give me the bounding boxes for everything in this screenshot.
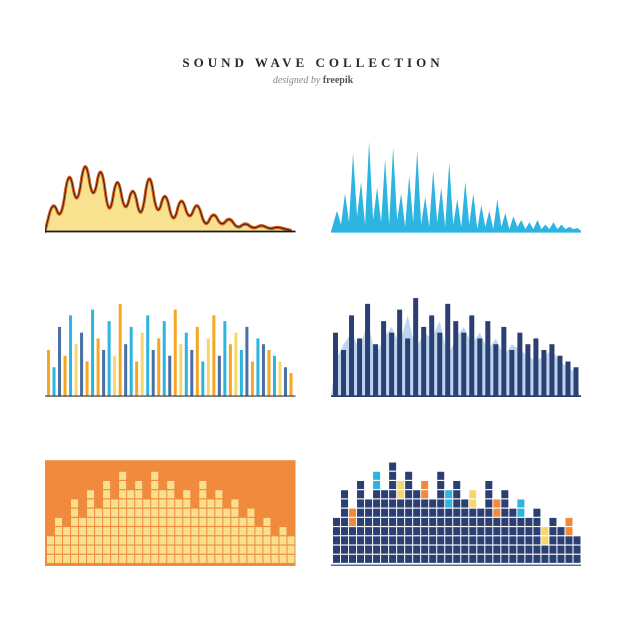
subtitle-brand: freepik <box>323 75 353 86</box>
panel-pixel-orange <box>45 451 296 566</box>
panel-equalizer-thin <box>45 290 296 405</box>
panel-pixel-multi <box>331 451 582 566</box>
page-subtitle: designed by freepik <box>0 75 626 86</box>
header: SOUND WAVE COLLECTION designed by freepi… <box>0 0 626 86</box>
panel-wave-ridge <box>45 130 296 245</box>
panel-equalizer-layered <box>331 290 582 405</box>
wave-grid <box>45 130 581 566</box>
panel-wave-spikes <box>331 130 582 245</box>
subtitle-prefix: designed by <box>273 75 323 86</box>
page-title: SOUND WAVE COLLECTION <box>0 55 626 71</box>
